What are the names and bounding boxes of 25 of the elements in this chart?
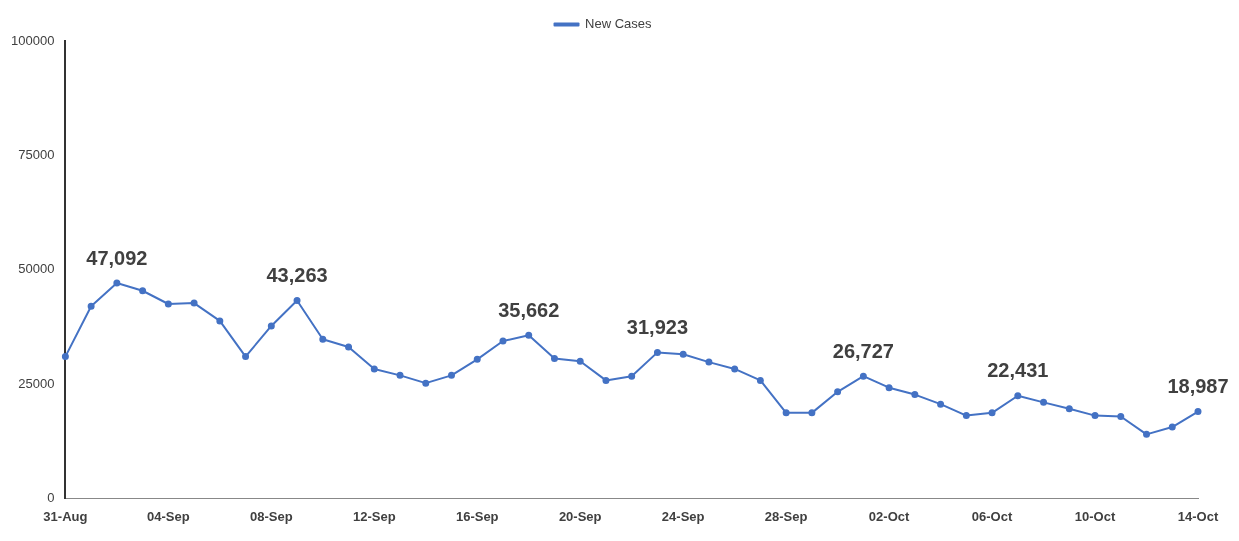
y-tick-label: 75000 <box>18 146 55 162</box>
x-tick-label: 24-Sep <box>661 508 705 524</box>
x-tick-label: 04-Sep <box>147 508 190 524</box>
x-tick-label: 14-Oct <box>1177 508 1219 524</box>
x-tick-label: 08-Sep <box>249 508 293 524</box>
x-tick-label: 31-Aug <box>43 508 88 524</box>
x-tick-label: 28-Sep <box>764 508 808 524</box>
data-label: 18,987 <box>1167 375 1229 398</box>
y-tick-label: 50000 <box>18 261 55 277</box>
x-tick-label: 06-Oct <box>971 508 1013 524</box>
y-tick-label: 0 <box>47 489 55 505</box>
data-label: 26,727 <box>832 339 894 362</box>
y-tick-label: 25000 <box>18 375 55 391</box>
x-tick-label: 12-Sep <box>352 508 396 524</box>
data-label: 47,092 <box>86 246 148 269</box>
data-label: 31,923 <box>626 315 689 338</box>
x-tick-label: 10-Oct <box>1074 508 1116 524</box>
legend-label: New Cases <box>585 16 652 32</box>
y-tick-label: 100000 <box>10 32 55 48</box>
x-tick-label: 20-Sep <box>558 508 602 524</box>
data-label: 22,431 <box>987 359 1049 382</box>
data-label: 43,263 <box>266 264 328 287</box>
data-label: 35,662 <box>498 298 560 321</box>
x-tick-label: 02-Oct <box>868 508 910 524</box>
x-tick-label: 16-Sep <box>455 508 499 524</box>
